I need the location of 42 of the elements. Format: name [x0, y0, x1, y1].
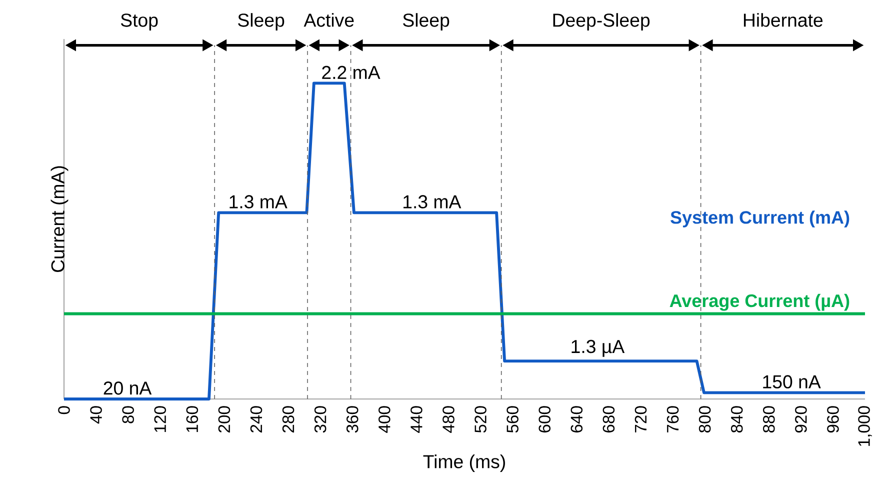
- x-tick-label: 600: [538, 406, 551, 432]
- x-tick-label: 280: [282, 406, 294, 432]
- x-tick-label: 360: [346, 406, 358, 433]
- annotation: 1.3 mA: [404, 195, 462, 208]
- x-tick-label: 680: [602, 406, 615, 432]
- x-tick-label: 560: [506, 406, 518, 433]
- x-tick-label: 920: [795, 406, 807, 433]
- x-tick-label: 440: [410, 406, 422, 433]
- x-tick-label: 160: [186, 406, 198, 432]
- x-tick-label: 1,000: [858, 406, 872, 446]
- x-tick-label: 520: [474, 406, 486, 433]
- x-tick-label: 960: [827, 406, 839, 433]
- text: Active: [304, 13, 354, 27]
- x-tick-label: 320: [314, 406, 326, 433]
- annotation: 20 nA: [104, 381, 152, 395]
- y-axis-title: Current (mA): [50, 166, 68, 272]
- x-tick-label: 240: [250, 406, 262, 432]
- annotation: 150 nA: [763, 375, 821, 388]
- text: Sleep: [238, 13, 284, 31]
- x-tick-label: 200: [218, 406, 230, 432]
- x-tick-label: 880: [762, 406, 775, 433]
- x-tick-label: 400: [378, 406, 390, 433]
- x-tick-label: 720: [634, 406, 647, 432]
- text: Sleep: [403, 13, 450, 31]
- annotation: 1.3 µA: [572, 340, 625, 357]
- text: System Current (mA): [670, 210, 850, 228]
- x-tick-label: 0: [58, 406, 70, 414]
- x-tick-label: 800: [698, 406, 711, 433]
- x-tick-label: 840: [730, 406, 743, 433]
- x-tick-label: 120: [154, 406, 166, 432]
- x-tick-label: 40: [90, 406, 102, 424]
- series-label: Average Current (µA): [670, 294, 850, 311]
- x-axis-title: Time (ms): [423, 454, 505, 472]
- x-tick-label: 80: [122, 406, 134, 424]
- text: Hibernate: [744, 13, 823, 27]
- text: Stop: [120, 14, 158, 31]
- text: Deep-Sleep: [553, 13, 650, 31]
- x-tick-label: 480: [442, 406, 454, 433]
- x-tick-label: 760: [666, 406, 679, 432]
- x-tick-label: 640: [570, 406, 583, 432]
- annotation: 1.3 mA: [230, 195, 288, 208]
- annotation: 2.2 mA: [322, 66, 380, 79]
